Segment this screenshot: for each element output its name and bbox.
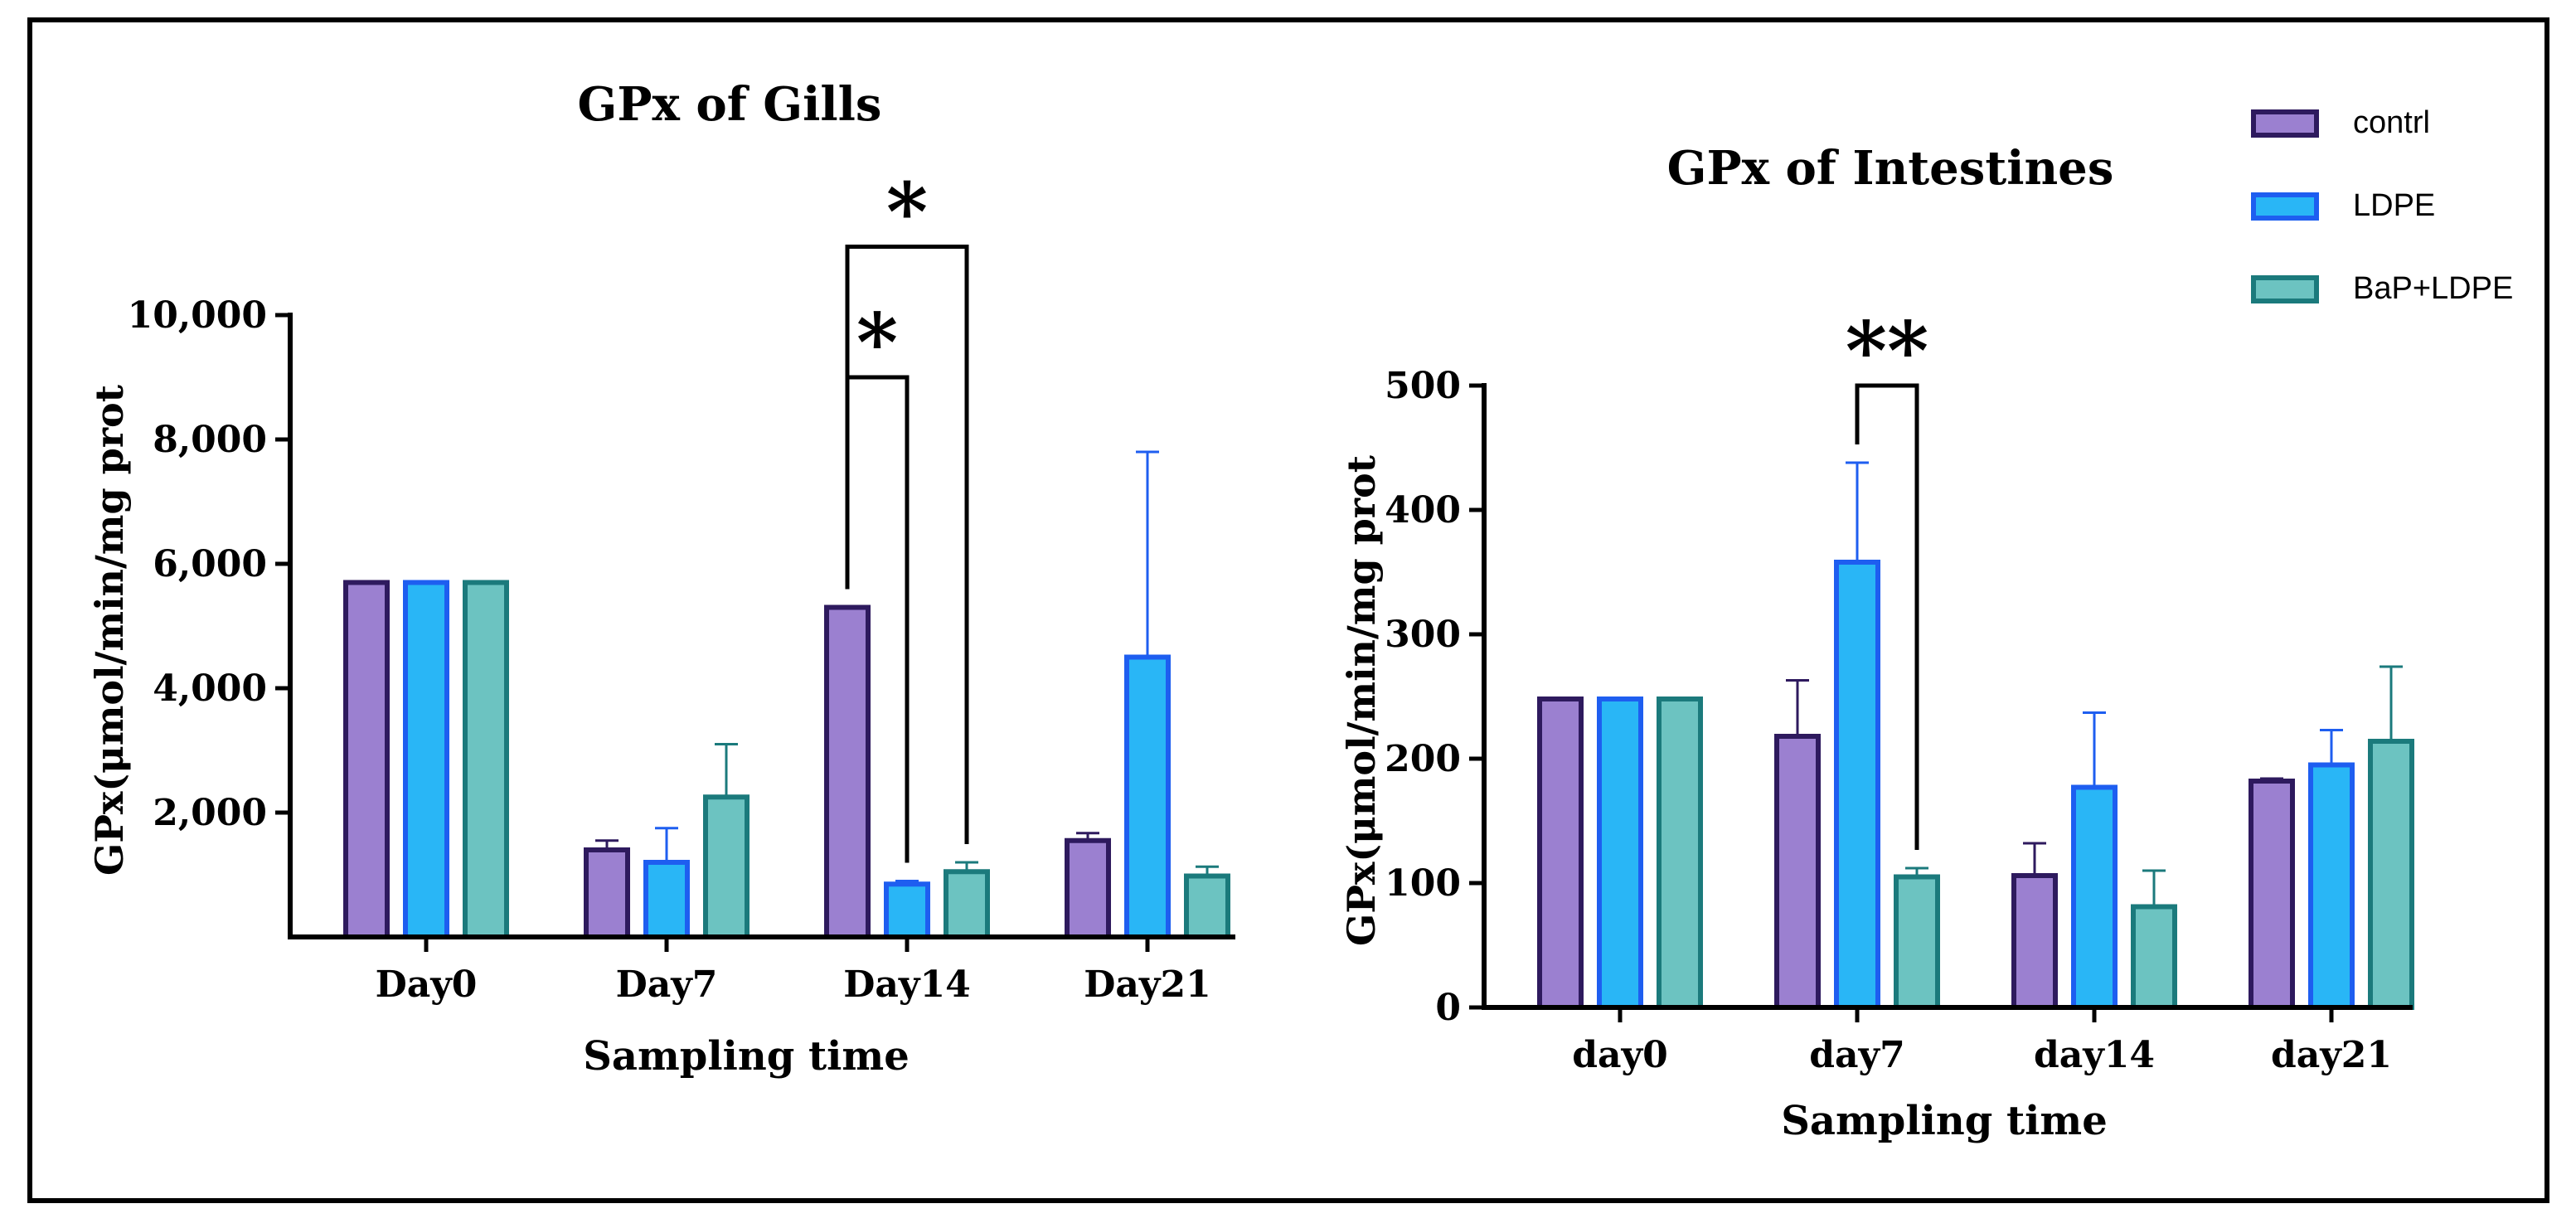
gills-error-bar (1076, 832, 1099, 841)
intestines-bar-ldpe-day0 (1597, 697, 1643, 1010)
gills-bar-contrl-day21 (1065, 837, 1111, 939)
legend-label-ldpe: LDPE (2353, 188, 2435, 223)
gills-error-bar (1196, 865, 1219, 876)
gills-y-tick-label: 2,000 (153, 792, 267, 834)
intestines-error-bar (2320, 729, 2343, 765)
intestines-bar-ldpe-day21 (2308, 762, 2355, 1010)
chart-intestines-xlabel: Sampling time (1781, 1098, 2108, 1144)
gills-error-bar (895, 880, 919, 885)
legend-label-contrl: contrl (2353, 105, 2430, 140)
chart-gills-xlabel: Sampling time (583, 1033, 910, 1080)
intestines-bar-contrl-day7 (1774, 734, 1821, 1010)
gills-bar-bap-ldpe-day14 (944, 869, 990, 939)
gills-y-tick-label: 8,000 (153, 419, 267, 461)
gills-error-bar (715, 743, 738, 798)
gills-x-tick-label: Day14 (843, 963, 970, 1006)
gills-y-tick-label: 6,000 (153, 543, 267, 585)
intestines-y-tick-label: 500 (1385, 365, 1461, 407)
intestines-bar-bap-ldpe-day7 (1894, 874, 1940, 1010)
gills-bar-ldpe-day21 (1124, 654, 1171, 939)
legend-item-contrl: contrl (2251, 105, 2430, 140)
chart-intestines-ylabel: GPx(μmol/min/mg prot (1339, 454, 1384, 946)
intestines-y-tick-label: 0 (1435, 987, 1461, 1029)
chart-gills-plot: 2,000 4,000 6,000 8,000 10,000 Day0 Day7 Day14 D… (128, 166, 1235, 1006)
gills-significance-bracket: * (845, 166, 969, 844)
intestines-error-bar (2083, 711, 2106, 788)
gills-bar-contrl-day0 (343, 580, 390, 939)
legend-label-bap-ldpe: BaP+LDPE (2353, 271, 2513, 306)
gills-error-bar (595, 839, 619, 850)
gills-significance-line (845, 245, 969, 844)
gills-bar-bap-ldpe-day0 (463, 580, 509, 939)
chart-intestines-title: GPx of Intestines (1667, 141, 2114, 196)
legend-swatch-contrl (2251, 109, 2319, 138)
intestines-significance-line (1855, 383, 1919, 850)
chart-intestines: GPx of Intestines 0 100 200 300 400 500 day0 da… (1339, 141, 2414, 1144)
intestines-bar-bap-ldpe-day21 (2368, 739, 2414, 1010)
intestines-bar-contrl-day0 (1537, 697, 1584, 1010)
gills-x-tick-label: Day7 (616, 963, 718, 1006)
intestines-bar-contrl-day14 (2011, 873, 2058, 1010)
legend-swatch-ldpe (2251, 192, 2319, 221)
intestines-bar-contrl-day21 (2249, 779, 2295, 1010)
gills-error-bar (955, 861, 978, 872)
intestines-bar-ldpe-day7 (1834, 560, 1880, 1010)
legend-item-bap-ldpe: BaP+LDPE (2251, 271, 2513, 306)
intestines-x-tick-label: day21 (2271, 1034, 2392, 1076)
intestines-y-tick-label: 200 (1385, 738, 1461, 780)
gills-bar-bap-ldpe-day7 (703, 794, 750, 939)
gills-bar-ldpe-day7 (643, 860, 690, 939)
legend: contrl LDPE BaP+LDPE (2251, 105, 2513, 306)
gills-bar-contrl-day7 (584, 847, 630, 939)
gills-error-bar (655, 827, 678, 862)
intestines-error-bar (1846, 461, 1869, 562)
intestines-error-bar (2380, 665, 2403, 741)
intestines-x-tick-label: day0 (1572, 1034, 1667, 1076)
gills-y-tick-label: 4,000 (153, 667, 267, 710)
chart-intestines-plot: 0 100 200 300 400 500 day0 day7 day14 day21 ** (1385, 304, 2414, 1076)
legend-swatch-bap-ldpe (2251, 275, 2319, 303)
intestines-error-bar (2142, 869, 2166, 907)
legend-item-ldpe: LDPE (2251, 188, 2435, 223)
intestines-bar-bap-ldpe-day14 (2131, 904, 2177, 1010)
gills-significance-label: * (886, 166, 928, 260)
gills-significance-label: * (856, 296, 898, 390)
chart-gills-ylabel: GPx(μmol/min/mg prot (87, 384, 132, 876)
intestines-error-bar (2260, 777, 2283, 781)
chart-gills: GPx of Gills 2,000 4,000 6,000 8,000 10,000 D… (87, 77, 1235, 1080)
intestines-y-tick-label: 300 (1385, 614, 1461, 656)
intestines-error-bar (1905, 866, 1928, 877)
intestines-bar-bap-ldpe-day0 (1657, 697, 1703, 1010)
gills-bar-ldpe-day0 (403, 580, 449, 939)
intestines-significance-bracket: ** (1846, 304, 1928, 850)
intestines-y-tick-label: 100 (1385, 862, 1461, 905)
intestines-y-tick-label: 400 (1385, 489, 1461, 531)
intestines-error-bar (1786, 679, 1809, 736)
intestines-bar-ldpe-day14 (2071, 784, 2118, 1010)
intestines-significance-label: ** (1846, 304, 1928, 398)
intestines-x-tick-label: day14 (2034, 1034, 2155, 1076)
gills-x-tick-label: Day21 (1084, 963, 1210, 1006)
intestines-error-bar (2023, 842, 2046, 876)
gills-bar-ldpe-day14 (884, 881, 930, 939)
intestines-x-tick-label: day7 (1809, 1034, 1904, 1076)
gills-bar-bap-ldpe-day21 (1184, 873, 1230, 939)
gills-y-tick-label: 10,000 (128, 294, 267, 337)
gills-x-tick-label: Day0 (376, 963, 478, 1006)
chart-gills-title: GPx of Gills (578, 77, 882, 132)
gills-error-bar (1136, 450, 1159, 658)
gills-bar-contrl-day14 (824, 604, 871, 939)
